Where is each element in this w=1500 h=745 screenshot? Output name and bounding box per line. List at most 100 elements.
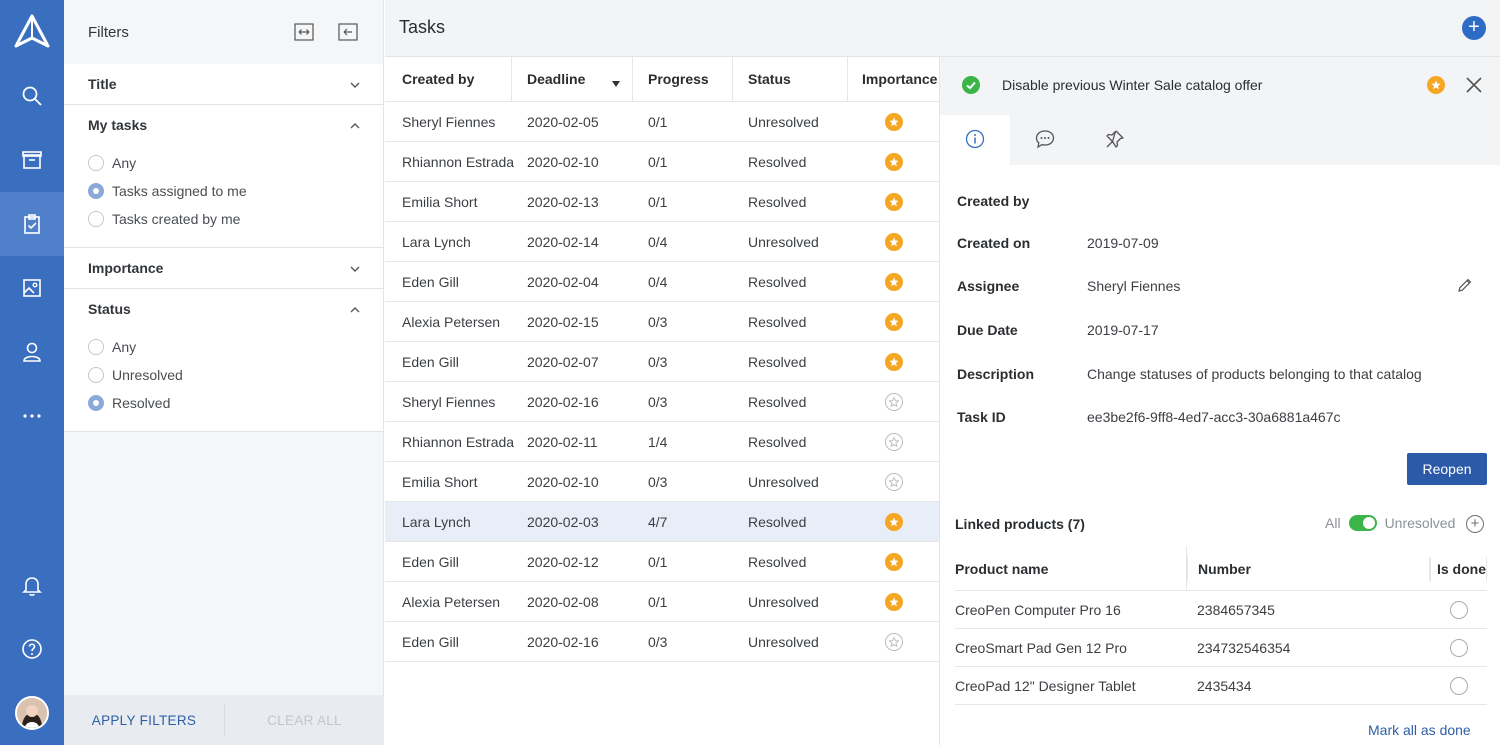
bell-icon[interactable] [0, 553, 64, 617]
chevron-up-icon[interactable] [349, 303, 361, 315]
radio-button[interactable] [88, 155, 104, 171]
chevron-down-icon[interactable] [349, 78, 361, 90]
star-icon[interactable] [884, 432, 903, 451]
tab-info[interactable] [940, 115, 1010, 165]
table-row[interactable]: Rhiannon Estrada 2020-02-11 1/4 Resolved [385, 422, 939, 462]
star-icon[interactable] [884, 632, 903, 651]
unresolved-toggle[interactable] [1348, 515, 1377, 531]
column-header-progress[interactable]: Progress [633, 56, 733, 102]
add-task-button[interactable]: + [1462, 16, 1486, 40]
table-row[interactable]: Eden Gill 2020-02-04 0/4 Resolved [385, 262, 939, 302]
avatar[interactable] [15, 696, 49, 730]
mark-all-done-link[interactable]: Mark all as done [1368, 722, 1471, 738]
toggle-label-all[interactable]: All [1325, 515, 1341, 531]
linked-products-table: Product name Number Is done CreoPen Comp… [955, 546, 1487, 705]
filter-section-importance[interactable]: Importance [64, 248, 383, 289]
tab-pin[interactable] [1080, 115, 1150, 165]
help-icon[interactable] [0, 617, 64, 681]
table-row[interactable]: Alexia Petersen 2020-02-15 0/3 Resolved [385, 302, 939, 342]
radio-option[interactable]: Tasks assigned to me [88, 177, 383, 205]
clear-all-button[interactable]: CLEAR ALL [267, 712, 342, 728]
chevron-down-icon[interactable] [349, 262, 361, 274]
column-header-number[interactable]: Number [1187, 556, 1430, 581]
table-row[interactable]: Eden Gill 2020-02-07 0/3 Resolved [385, 342, 939, 382]
radio-button[interactable] [88, 339, 104, 355]
star-icon[interactable] [1427, 76, 1445, 94]
table-row[interactable]: Lara Lynch 2020-02-03 4/7 Resolved [385, 502, 939, 542]
star-icon[interactable] [884, 192, 903, 211]
product-row[interactable]: CreoPen Computer Pro 16 2384657345 [955, 591, 1487, 629]
reopen-button[interactable]: Reopen [1407, 453, 1487, 485]
column-header-created-by[interactable]: Created by [385, 56, 512, 102]
apply-filters-button[interactable]: APPLY FILTERS [91, 712, 197, 728]
star-icon[interactable] [884, 272, 903, 291]
star-icon[interactable] [884, 112, 903, 131]
table-row[interactable]: Eden Gill 2020-02-16 0/3 Unresolved [385, 622, 939, 662]
product-row[interactable]: CreoSmart Pad Gen 12 Pro 234732546354 [955, 629, 1487, 667]
edit-pencil-icon[interactable] [1457, 277, 1473, 296]
cell-created-by: Eden Gill [402, 353, 459, 370]
radio-option[interactable]: Any [88, 333, 383, 361]
column-header-is-done[interactable]: Is done [1430, 556, 1487, 581]
collapse-panel-icon[interactable] [338, 22, 358, 42]
toggle-label-unresolved[interactable]: Unresolved [1384, 515, 1456, 531]
column-header-status[interactable]: Status [733, 56, 848, 102]
radio-button-selected[interactable] [88, 183, 104, 199]
chevron-up-icon[interactable] [349, 119, 361, 131]
radio-option[interactable]: Tasks created by me [88, 205, 383, 233]
radio-option[interactable]: Resolved [88, 389, 383, 417]
tab-comments[interactable] [1010, 115, 1080, 165]
cell-importance [848, 592, 939, 611]
tasks-nav-icon[interactable] [0, 192, 64, 256]
radio-option[interactable]: Any [88, 149, 383, 177]
radio-option[interactable]: Unresolved [88, 361, 383, 389]
app-logo-icon[interactable] [12, 14, 52, 50]
more-icon[interactable] [0, 384, 64, 448]
radio-button[interactable] [88, 211, 104, 227]
table-row[interactable]: Sheryl Fiennes 2020-02-16 0/3 Resolved [385, 382, 939, 422]
close-icon[interactable] [1464, 75, 1484, 95]
star-icon[interactable] [884, 232, 903, 251]
filter-section-title[interactable]: Title [64, 64, 383, 105]
search-icon[interactable] [0, 64, 64, 128]
column-header-importance[interactable]: Importance [862, 71, 938, 87]
cell-importance [848, 152, 939, 171]
add-product-button[interactable]: + [1466, 515, 1484, 533]
expand-horizontal-icon[interactable] [294, 22, 314, 42]
done-radio[interactable] [1449, 676, 1468, 695]
radio-label: Any [112, 339, 137, 355]
star-icon[interactable] [884, 472, 903, 491]
sort-down-icon[interactable] [612, 75, 620, 91]
table-row[interactable]: Alexia Petersen 2020-02-08 0/1 Unresolved [385, 582, 939, 622]
done-radio[interactable] [1449, 600, 1468, 619]
star-icon[interactable] [884, 552, 903, 571]
radio-button-selected[interactable] [88, 395, 104, 411]
cell-deadline: 2020-02-12 [527, 553, 599, 570]
star-icon[interactable] [884, 352, 903, 371]
star-icon[interactable] [884, 592, 903, 611]
box-icon[interactable] [0, 128, 64, 192]
detail-title: Disable previous Winter Sale catalog off… [1002, 77, 1263, 93]
product-row[interactable]: CreoPad 12" Designer Tablet 2435434 [955, 667, 1487, 705]
star-icon[interactable] [884, 312, 903, 331]
radio-button[interactable] [88, 367, 104, 383]
column-header-product-name[interactable]: Product name [955, 546, 1187, 591]
left-nav [0, 0, 64, 745]
star-icon[interactable] [884, 512, 903, 531]
table-row[interactable]: Emilia Short 2020-02-13 0/1 Resolved [385, 182, 939, 222]
table-row[interactable]: Emilia Short 2020-02-10 0/3 Unresolved [385, 462, 939, 502]
star-icon[interactable] [884, 152, 903, 171]
table-row[interactable]: Sheryl Fiennes 2020-02-05 0/1 Unresolved [385, 102, 939, 142]
table-row[interactable]: Lara Lynch 2020-02-14 0/4 Unresolved [385, 222, 939, 262]
column-header-label: Deadline [527, 71, 586, 87]
table-row[interactable]: Eden Gill 2020-02-12 0/1 Resolved [385, 542, 939, 582]
star-icon[interactable] [884, 392, 903, 411]
cell-deadline: 2020-02-16 [527, 393, 599, 410]
column-header-deadline[interactable]: Deadline [512, 56, 633, 102]
done-radio[interactable] [1449, 638, 1468, 657]
user-icon[interactable] [0, 320, 64, 384]
image-icon[interactable] [0, 256, 64, 320]
cell-is-done [1430, 676, 1487, 695]
cell-number: 2435434 [1197, 677, 1252, 694]
table-row[interactable]: Rhiannon Estrada 2020-02-10 0/1 Resolved [385, 142, 939, 182]
